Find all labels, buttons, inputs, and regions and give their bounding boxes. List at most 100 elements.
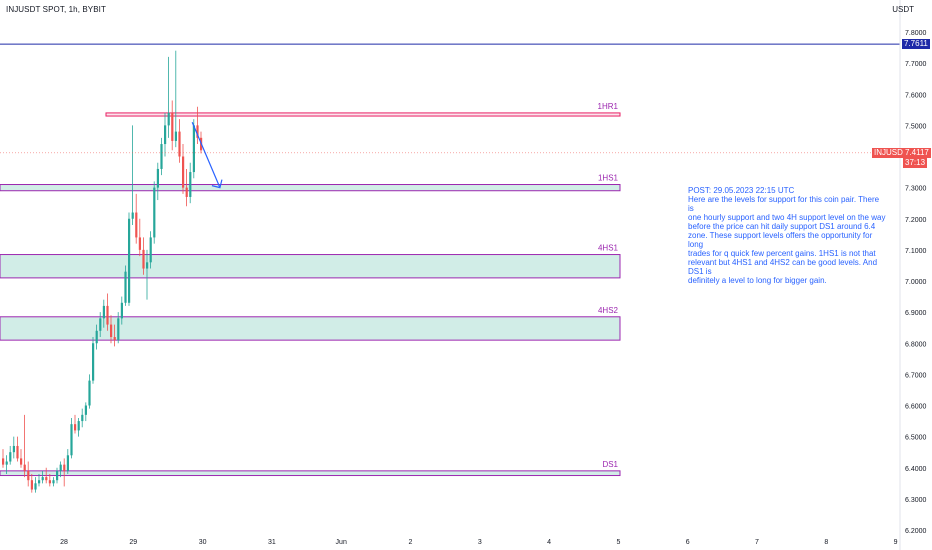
note-line-1: Here are the levels for support for this… [688,195,880,213]
y-tick-4: 6.6000 [905,404,927,411]
candle-body-16 [59,464,62,471]
countdown-tag: 37:13 [903,157,928,168]
candle-body-32 [117,318,120,341]
analysis-note: POST: 29.05.2023 22:15 UTC Here are the l… [688,186,886,285]
zones-layer: 1HR1 1HS1 4HS1 4HS2 DS1 [0,102,621,477]
candle-body-53 [192,125,195,173]
candle-body-24 [88,380,91,406]
time-axis: 28 29 30 31 Jun 2 3 4 5 6 7 8 9 [60,539,898,546]
candle-body-51 [185,187,188,197]
x-tick-8: 5 [616,539,620,546]
x-tick-0: 28 [60,539,68,546]
candle-body-15 [56,470,59,481]
candle-body-14 [52,480,55,484]
candle-body-25 [92,343,95,381]
zone-label-1HS1: 1HS1 [598,174,619,183]
candle-body-28 [102,305,105,319]
candle-body-26 [95,330,98,344]
zone-label-4HS2: 4HS2 [598,306,619,315]
candle-body-44 [160,144,163,169]
candle-body-34 [124,271,127,303]
y-tick-9: 7.1000 [905,248,927,255]
candle-body-0 [2,458,5,465]
candle-body-39 [142,249,145,269]
x-tick-5: 2 [409,539,413,546]
candle-body-4 [16,445,19,459]
last-price-tag: 7.4117 [903,147,931,158]
x-tick-7: 4 [547,539,551,546]
y-tick-11: 7.3000 [905,186,927,193]
zone-1HR1 [105,112,621,117]
candle-body-33 [120,302,123,319]
candle-body-45 [164,125,167,145]
candle-body-18 [66,455,69,471]
x-tick-3: 31 [268,539,276,546]
y-tick-13: 7.5000 [905,123,927,130]
candle-body-27 [99,318,102,331]
candle-body-31 [113,337,116,341]
zone-label-1HR1: 1HR1 [598,102,619,111]
price-axis: 6.2000 6.3000 6.4000 6.5000 6.6000 6.7000 6.80… [899,0,927,550]
candle-body-42 [153,187,156,238]
y-tick-6: 6.8000 [905,341,927,348]
candle-body-46 [167,112,170,126]
currency-label: USDT [892,5,914,14]
note-line-5: trades for q quick few percent gains. 1H… [688,249,876,258]
candle-body-29 [106,305,109,325]
y-tick-2: 6.4000 [905,466,927,473]
x-tick-11: 8 [824,539,828,546]
note-line-2: one hourly support and two 4H support le… [688,213,886,222]
candle-body-5 [20,458,23,465]
candle-body-1 [5,461,8,465]
candle-body-7 [27,470,30,481]
candle-body-13 [48,480,51,484]
candle-body-50 [182,156,185,188]
arrow-line [191,122,221,188]
candle-body-10 [38,480,41,484]
arrow-head [211,179,223,189]
symbol-price-tag: INJUSDT [872,147,910,158]
y-tick-1: 6.3000 [905,497,927,504]
candle-body-47 [171,112,174,141]
zone-label-4HS1: 4HS1 [598,244,619,253]
candle-body-52 [189,172,192,197]
candles-layer [2,50,203,493]
note-line-3: before the price can hit daily support D… [688,222,876,231]
candle-body-19 [70,424,73,456]
x-tick-2: 30 [199,539,207,546]
note-line-4: zone. These support levels offers the op… [688,231,873,249]
y-tick-7: 6.9000 [905,310,927,317]
candle-body-20 [74,424,77,431]
note-line-7: definitely a level to long for bigger ga… [688,276,827,285]
candle-body-6 [23,464,26,471]
candle-body-36 [131,212,134,219]
y-tick-5: 6.7000 [905,372,927,379]
x-tick-12: 9 [894,539,898,546]
zone-label-DS1: DS1 [602,460,618,469]
y-tick-14: 7.6000 [905,92,927,99]
y-tick-10: 7.2000 [905,217,927,224]
zone-4HS1 [0,254,621,279]
candle-body-22 [81,414,84,422]
candle-body-3 [12,445,15,453]
candle-body-54 [196,125,199,138]
candle-body-43 [156,168,159,188]
candle-body-11 [41,477,44,481]
blue-line-price-tag: 7.7611 [902,39,930,50]
x-tick-4: Jun [336,539,347,546]
candle-body-12 [45,477,48,481]
candle-body-41 [149,237,152,263]
zone-4HS2 [0,316,621,341]
candle-body-2 [9,452,12,462]
x-tick-10: 7 [755,539,759,546]
overlays-layer [0,43,900,189]
candle-body-35 [128,218,131,303]
candle-body-38 [138,237,141,250]
y-tick-0: 6.2000 [905,528,927,535]
candle-body-48 [174,131,177,141]
candle-body-23 [84,405,87,415]
zone-DS1 [0,470,621,477]
note-line-6: relevant but 4HS1 and 4HS2 can be good l… [688,258,878,276]
candle-body-9 [34,483,37,490]
